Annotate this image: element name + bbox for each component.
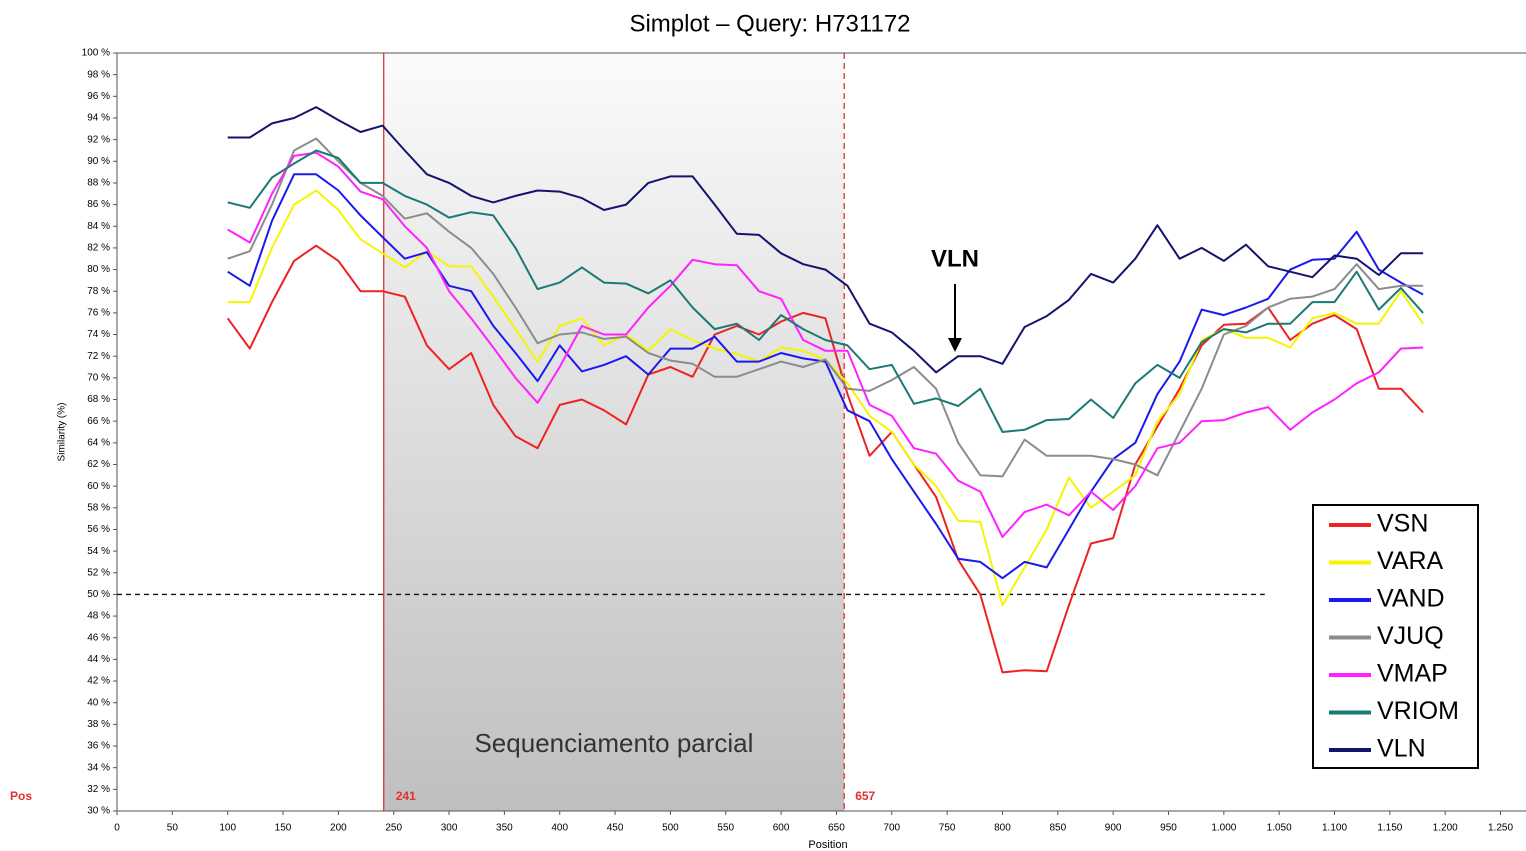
- y-tick-label: 78 %: [87, 286, 110, 297]
- legend-label: VRIOM: [1377, 697, 1459, 725]
- annotation: VLN: [931, 245, 979, 272]
- series-line: [226, 244, 1424, 674]
- x-tick-label: 700: [883, 823, 900, 834]
- legend-label: VARA: [1377, 547, 1444, 575]
- y-tick-label: 46 %: [87, 632, 110, 643]
- x-tick-label: 300: [441, 823, 458, 834]
- x-tick-label: 350: [496, 823, 513, 834]
- x-tick-label: 450: [607, 823, 624, 834]
- y-tick-label: 100 %: [82, 48, 110, 59]
- y-tick-label: 32 %: [87, 784, 110, 795]
- x-tick-label: 850: [1049, 823, 1066, 834]
- series-line: [227, 106, 1424, 374]
- legend-label: VAND: [1377, 585, 1445, 613]
- x-tick-label: 1.150: [1377, 823, 1402, 834]
- x-tick-label: 500: [662, 823, 679, 834]
- y-tick-label: 92 %: [87, 134, 110, 145]
- x-tick-label: 1.050: [1267, 823, 1292, 834]
- pos-label: Pos: [10, 789, 32, 803]
- y-tick-label: 62 %: [87, 459, 110, 470]
- y-tick-label: 84 %: [87, 221, 110, 232]
- legend-label: VSN: [1377, 510, 1428, 538]
- y-tick-label: 66 %: [87, 416, 110, 427]
- chart-title: Simplot – Query: H731172: [629, 10, 910, 37]
- x-tick-label: 900: [1105, 823, 1122, 834]
- x-tick-label: 1.100: [1322, 823, 1347, 834]
- y-tick-label: 72 %: [87, 351, 110, 362]
- x-tick-label: 950: [1160, 823, 1177, 834]
- y-tick-label: 34 %: [87, 762, 110, 773]
- x-tick-label: 400: [551, 823, 568, 834]
- y-axis-label: Similarity (%): [57, 403, 68, 462]
- y-tick-label: 94 %: [87, 113, 110, 124]
- x-tick-label: 1.200: [1433, 823, 1458, 834]
- y-tick-label: 90 %: [87, 156, 110, 167]
- y-tick-label: 40 %: [87, 697, 110, 708]
- y-tick-label: 86 %: [87, 199, 110, 210]
- y-tick-label: 82 %: [87, 243, 110, 254]
- y-tick-label: 38 %: [87, 719, 110, 730]
- x-tick-label: 150: [275, 823, 292, 834]
- legend-label: VLN: [1377, 735, 1426, 763]
- x-tick-label: 750: [939, 823, 956, 834]
- y-tick-label: 52 %: [87, 567, 110, 578]
- highlight-label: Sequenciamento parcial: [474, 728, 753, 758]
- y-tick-label: 50 %: [87, 589, 110, 600]
- series-line: [227, 173, 1424, 580]
- y-tick-label: 58 %: [87, 502, 110, 513]
- series-line: [227, 137, 1424, 478]
- legend-label: VJUQ: [1377, 622, 1444, 650]
- series-line: [227, 149, 1424, 433]
- y-tick-label: 96 %: [87, 91, 110, 102]
- highlight-start-label: 241: [396, 789, 416, 803]
- y-tick-label: 74 %: [87, 329, 110, 340]
- y-tick-label: 98 %: [87, 69, 110, 80]
- y-tick-label: 56 %: [87, 524, 110, 535]
- y-tick-label: 48 %: [87, 611, 110, 622]
- annotation-arrowhead: [948, 338, 962, 352]
- x-tick-label: 0: [114, 823, 120, 834]
- x-tick-label: 600: [773, 823, 790, 834]
- x-tick-label: 800: [994, 823, 1011, 834]
- legend-label: VMAP: [1377, 660, 1448, 688]
- y-tick-label: 54 %: [87, 546, 110, 557]
- y-tick-label: 36 %: [87, 741, 110, 752]
- y-tick-label: 30 %: [87, 806, 110, 817]
- x-axis-label: Position: [808, 839, 847, 851]
- x-tick-label: 250: [385, 823, 402, 834]
- x-tick-label: 550: [717, 823, 734, 834]
- y-tick-label: 64 %: [87, 437, 110, 448]
- x-tick-label: 1.000: [1211, 823, 1236, 834]
- y-tick-label: 60 %: [87, 481, 110, 492]
- highlight-region: [383, 53, 845, 811]
- x-tick-label: 1.250: [1488, 823, 1513, 834]
- y-tick-label: 68 %: [87, 394, 110, 405]
- y-tick-label: 44 %: [87, 654, 110, 665]
- x-tick-label: 100: [219, 823, 236, 834]
- x-tick-label: 50: [167, 823, 179, 834]
- highlight-end-label: 657: [855, 789, 875, 803]
- y-tick-label: 70 %: [87, 372, 110, 383]
- x-tick-label: 650: [828, 823, 845, 834]
- series-line: [227, 151, 1424, 538]
- y-tick-label: 80 %: [87, 264, 110, 275]
- y-tick-label: 42 %: [87, 676, 110, 687]
- y-tick-label: 88 %: [87, 178, 110, 189]
- x-tick-label: 200: [330, 823, 347, 834]
- y-tick-label: 76 %: [87, 308, 110, 319]
